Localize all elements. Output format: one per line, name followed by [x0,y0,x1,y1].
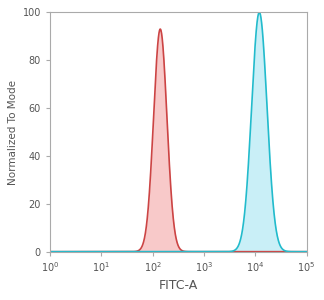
X-axis label: FITC-A: FITC-A [158,279,198,292]
Y-axis label: Normalized To Mode: Normalized To Mode [8,80,18,184]
